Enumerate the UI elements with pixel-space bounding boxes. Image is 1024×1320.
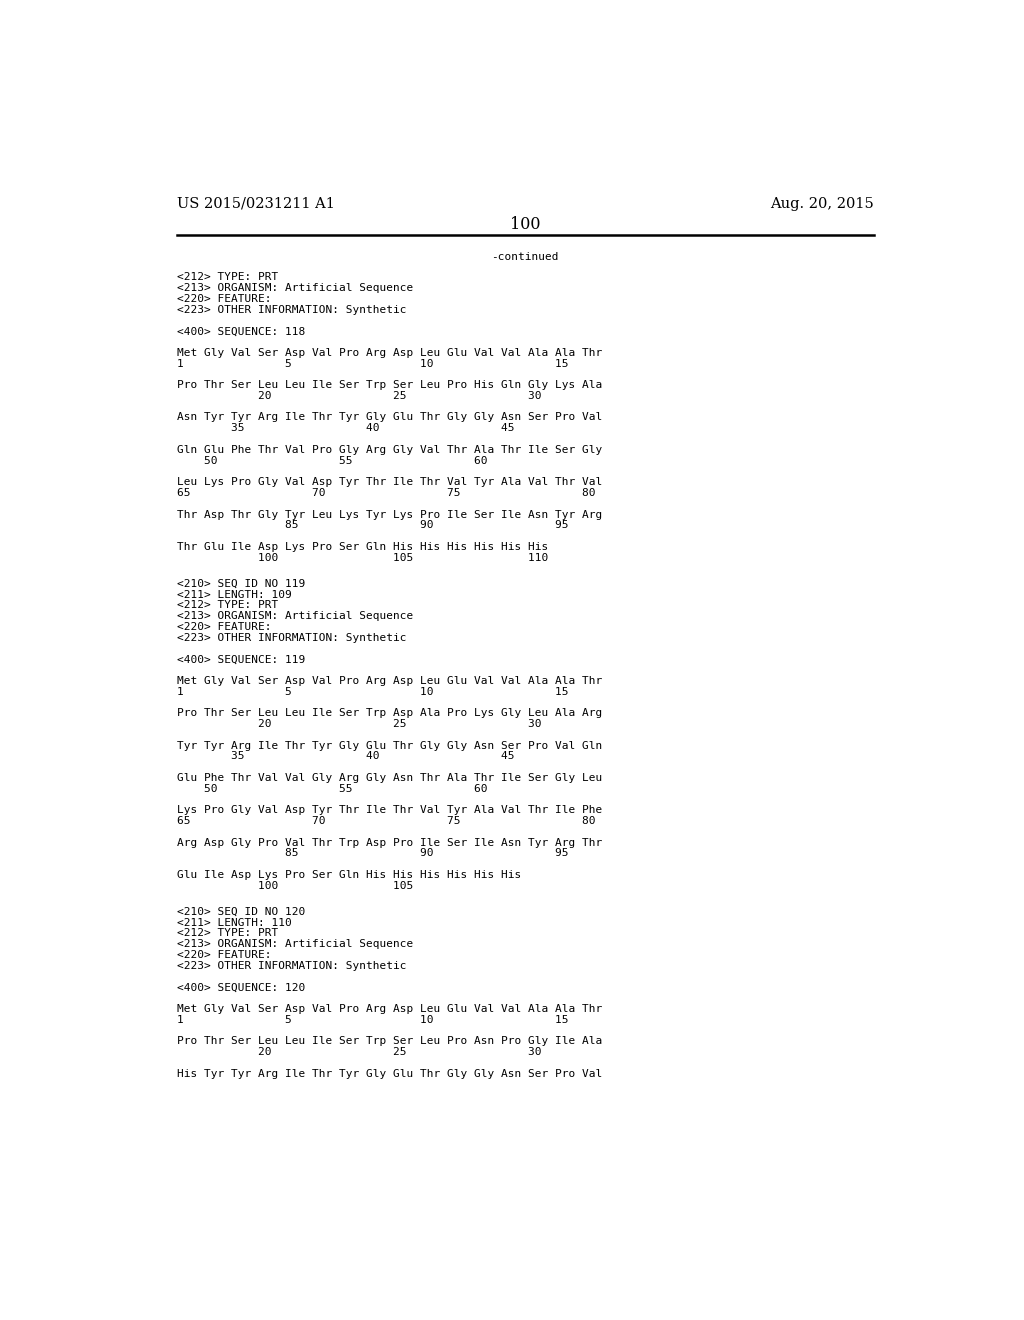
- Text: 50                  55                  60: 50 55 60: [177, 455, 487, 466]
- Text: 65                  70                  75                  80: 65 70 75 80: [177, 488, 595, 498]
- Text: <211> LENGTH: 109: <211> LENGTH: 109: [177, 590, 292, 599]
- Text: Met Gly Val Ser Asp Val Pro Arg Asp Leu Glu Val Val Ala Ala Thr: Met Gly Val Ser Asp Val Pro Arg Asp Leu …: [177, 1003, 602, 1014]
- Text: Thr Glu Ile Asp Lys Pro Ser Gln His His His His His His: Thr Glu Ile Asp Lys Pro Ser Gln His His …: [177, 543, 548, 552]
- Text: 20                  25                  30: 20 25 30: [177, 391, 542, 401]
- Text: 35                  40                  45: 35 40 45: [177, 424, 514, 433]
- Text: Glu Ile Asp Lys Pro Ser Gln His His His His His His: Glu Ile Asp Lys Pro Ser Gln His His His …: [177, 870, 521, 880]
- Text: 1               5                   10                  15: 1 5 10 15: [177, 686, 568, 697]
- Text: Glu Phe Thr Val Val Gly Arg Gly Asn Thr Ala Thr Ile Ser Gly Leu: Glu Phe Thr Val Val Gly Arg Gly Asn Thr …: [177, 774, 602, 783]
- Text: Gln Glu Phe Thr Val Pro Gly Arg Gly Val Thr Ala Thr Ile Ser Gly: Gln Glu Phe Thr Val Pro Gly Arg Gly Val …: [177, 445, 602, 455]
- Text: 65                  70                  75                  80: 65 70 75 80: [177, 816, 595, 826]
- Text: <220> FEATURE:: <220> FEATURE:: [177, 950, 271, 960]
- Text: <400> SEQUENCE: 119: <400> SEQUENCE: 119: [177, 655, 305, 664]
- Text: <400> SEQUENCE: 120: <400> SEQUENCE: 120: [177, 982, 305, 993]
- Text: <213> ORGANISM: Artificial Sequence: <213> ORGANISM: Artificial Sequence: [177, 284, 413, 293]
- Text: <212> TYPE: PRT: <212> TYPE: PRT: [177, 928, 279, 939]
- Text: 50                  55                  60: 50 55 60: [177, 784, 487, 793]
- Text: Thr Asp Thr Gly Tyr Leu Lys Tyr Lys Pro Ile Ser Ile Asn Tyr Arg: Thr Asp Thr Gly Tyr Leu Lys Tyr Lys Pro …: [177, 510, 602, 520]
- Text: -continued: -continued: [492, 252, 558, 263]
- Text: <210> SEQ ID NO 120: <210> SEQ ID NO 120: [177, 907, 305, 917]
- Text: <223> OTHER INFORMATION: Synthetic: <223> OTHER INFORMATION: Synthetic: [177, 632, 407, 643]
- Text: Pro Thr Ser Leu Leu Ile Ser Trp Ser Leu Pro His Gln Gly Lys Ala: Pro Thr Ser Leu Leu Ile Ser Trp Ser Leu …: [177, 380, 602, 391]
- Text: Met Gly Val Ser Asp Val Pro Arg Asp Leu Glu Val Val Ala Ala Thr: Met Gly Val Ser Asp Val Pro Arg Asp Leu …: [177, 676, 602, 686]
- Text: <210> SEQ ID NO 119: <210> SEQ ID NO 119: [177, 579, 305, 589]
- Text: <211> LENGTH: 110: <211> LENGTH: 110: [177, 917, 292, 928]
- Text: 20                  25                  30: 20 25 30: [177, 719, 542, 729]
- Text: Aug. 20, 2015: Aug. 20, 2015: [770, 197, 873, 211]
- Text: <400> SEQUENCE: 118: <400> SEQUENCE: 118: [177, 326, 305, 337]
- Text: US 2015/0231211 A1: US 2015/0231211 A1: [177, 197, 335, 211]
- Text: 100: 100: [510, 216, 540, 234]
- Text: Met Gly Val Ser Asp Val Pro Arg Asp Leu Glu Val Val Ala Ala Thr: Met Gly Val Ser Asp Val Pro Arg Asp Leu …: [177, 348, 602, 358]
- Text: <220> FEATURE:: <220> FEATURE:: [177, 294, 271, 304]
- Text: 1               5                   10                  15: 1 5 10 15: [177, 359, 568, 368]
- Text: 100                 105: 100 105: [177, 880, 413, 891]
- Text: <220> FEATURE:: <220> FEATURE:: [177, 622, 271, 632]
- Text: <212> TYPE: PRT: <212> TYPE: PRT: [177, 601, 279, 610]
- Text: Asn Tyr Tyr Arg Ile Thr Tyr Gly Glu Thr Gly Gly Asn Ser Pro Val: Asn Tyr Tyr Arg Ile Thr Tyr Gly Glu Thr …: [177, 412, 602, 422]
- Text: <223> OTHER INFORMATION: Synthetic: <223> OTHER INFORMATION: Synthetic: [177, 961, 407, 970]
- Text: 1               5                   10                  15: 1 5 10 15: [177, 1015, 568, 1024]
- Text: <212> TYPE: PRT: <212> TYPE: PRT: [177, 272, 279, 282]
- Text: <223> OTHER INFORMATION: Synthetic: <223> OTHER INFORMATION: Synthetic: [177, 305, 407, 314]
- Text: Pro Thr Ser Leu Leu Ile Ser Trp Asp Ala Pro Lys Gly Leu Ala Arg: Pro Thr Ser Leu Leu Ile Ser Trp Asp Ala …: [177, 708, 602, 718]
- Text: Pro Thr Ser Leu Leu Ile Ser Trp Ser Leu Pro Asn Pro Gly Ile Ala: Pro Thr Ser Leu Leu Ile Ser Trp Ser Leu …: [177, 1036, 602, 1047]
- Text: 35                  40                  45: 35 40 45: [177, 751, 514, 762]
- Text: 85                  90                  95: 85 90 95: [177, 849, 568, 858]
- Text: His Tyr Tyr Arg Ile Thr Tyr Gly Glu Thr Gly Gly Asn Ser Pro Val: His Tyr Tyr Arg Ile Thr Tyr Gly Glu Thr …: [177, 1069, 602, 1078]
- Text: 20                  25                  30: 20 25 30: [177, 1047, 542, 1057]
- Text: 85                  90                  95: 85 90 95: [177, 520, 568, 531]
- Text: 100                 105                 110: 100 105 110: [177, 553, 548, 562]
- Text: Leu Lys Pro Gly Val Asp Tyr Thr Ile Thr Val Tyr Ala Val Thr Val: Leu Lys Pro Gly Val Asp Tyr Thr Ile Thr …: [177, 478, 602, 487]
- Text: Arg Asp Gly Pro Val Thr Trp Asp Pro Ile Ser Ile Asn Tyr Arg Thr: Arg Asp Gly Pro Val Thr Trp Asp Pro Ile …: [177, 838, 602, 847]
- Text: Tyr Tyr Arg Ile Thr Tyr Gly Glu Thr Gly Gly Asn Ser Pro Val Gln: Tyr Tyr Arg Ile Thr Tyr Gly Glu Thr Gly …: [177, 741, 602, 751]
- Text: Lys Pro Gly Val Asp Tyr Thr Ile Thr Val Tyr Ala Val Thr Ile Phe: Lys Pro Gly Val Asp Tyr Thr Ile Thr Val …: [177, 805, 602, 816]
- Text: <213> ORGANISM: Artificial Sequence: <213> ORGANISM: Artificial Sequence: [177, 940, 413, 949]
- Text: <213> ORGANISM: Artificial Sequence: <213> ORGANISM: Artificial Sequence: [177, 611, 413, 622]
